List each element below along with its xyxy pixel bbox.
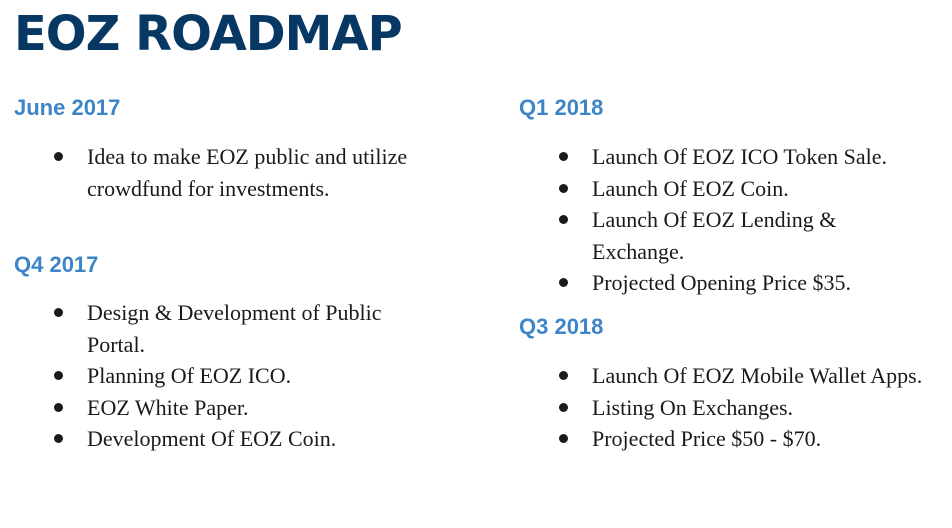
roadmap-section-q1-2018: Q1 2018 Launch Of EOZ ICO Token Sale. La… <box>519 95 949 295</box>
milestone-text: Planning Of EOZ ICO. <box>87 363 292 388</box>
milestone-list: Idea to make EOZ public and utilize crow… <box>14 141 484 204</box>
roadmap-section-june-2017: June 2017 Idea to make EOZ public and ut… <box>14 95 484 201</box>
roadmap-section-q3-2018: Q3 2018 Launch Of EOZ Mobile Wallet Apps… <box>519 314 949 451</box>
milestone-item: Listing On Exchanges. <box>519 392 949 424</box>
section-heading: Q4 2017 <box>14 252 99 277</box>
milestone-list: Launch Of EOZ Mobile Wallet Apps. Listin… <box>519 360 949 455</box>
bullet-icon <box>559 278 568 287</box>
milestone-text: Launch Of EOZ Mobile Wallet Apps. <box>592 363 923 388</box>
milestone-item: Development Of EOZ Coin. <box>14 423 484 455</box>
milestone-item: Planning Of EOZ ICO. <box>14 360 484 392</box>
milestone-list: Design & Development of Public Portal. P… <box>14 297 484 455</box>
bullet-icon <box>559 402 568 412</box>
milestone-text: EOZ White Paper. <box>87 394 249 420</box>
milestone-item: Projected Opening Price $35. <box>519 267 949 299</box>
milestone-text: Idea to make EOZ public and utilize crow… <box>87 144 408 201</box>
bullet-icon <box>54 152 63 161</box>
milestone-text: Projected Opening Price $35. <box>592 270 852 295</box>
milestone-item: Design & Development of Public Portal. <box>14 297 387 360</box>
milestone-item: Idea to make EOZ public and utilize crow… <box>14 141 417 204</box>
bullet-icon <box>559 371 568 380</box>
bullet-icon <box>559 434 568 443</box>
milestone-item: Launch Of EOZ Mobile Wallet Apps. <box>519 360 937 392</box>
milestone-item: Launch Of EOZ Lending & Exchange. <box>519 204 912 267</box>
milestone-text: Launch Of EOZ Lending & Exchange. <box>592 207 837 264</box>
milestone-text: Design & Development of Public Portal. <box>87 300 382 357</box>
milestone-item: Projected Price $50 - $70. <box>519 423 949 455</box>
bullet-icon <box>54 402 63 412</box>
section-heading: June 2017 <box>14 95 121 120</box>
milestone-text: Listing On Exchanges. <box>592 394 794 420</box>
bullet-icon <box>559 152 568 161</box>
milestone-item: EOZ White Paper. <box>14 392 484 424</box>
bullet-icon <box>559 183 568 193</box>
milestone-list: Launch Of EOZ ICO Token Sale. Launch Of … <box>519 141 949 299</box>
bullet-icon <box>54 371 63 380</box>
bullet-icon <box>559 215 568 224</box>
page-title: EOZ ROADMAP <box>14 6 403 62</box>
section-heading: Q1 2018 <box>519 95 604 120</box>
bullet-icon <box>54 434 63 443</box>
milestone-text: Development Of EOZ Coin. <box>87 426 337 451</box>
milestone-text: Launch Of EOZ Coin. <box>592 175 789 201</box>
section-heading: Q3 2018 <box>519 314 604 339</box>
milestone-item: Launch Of EOZ Coin. <box>519 173 949 205</box>
bullet-icon <box>54 308 63 317</box>
milestone-text: Projected Price $50 - $70. <box>592 426 822 451</box>
roadmap-section-q4-2017: Q4 2017 Design & Development of Public P… <box>14 252 484 451</box>
milestone-text: Launch Of EOZ ICO Token Sale. <box>592 144 887 169</box>
milestone-item: Launch Of EOZ ICO Token Sale. <box>519 141 949 173</box>
